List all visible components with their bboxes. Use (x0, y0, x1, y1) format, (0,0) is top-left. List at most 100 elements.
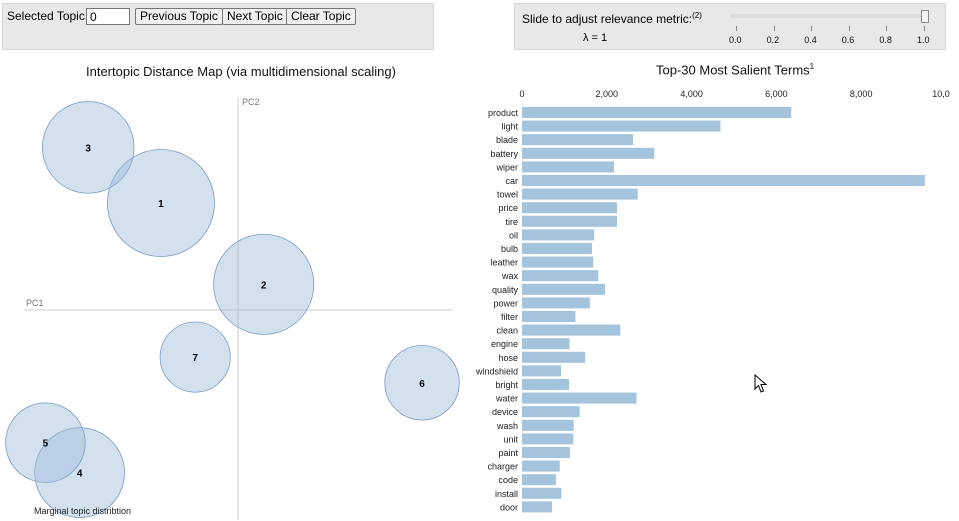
term-bar-code[interactable] (522, 474, 556, 486)
term-label[interactable]: bulb (501, 244, 518, 254)
slider-tick-label: 1.0 (917, 35, 930, 45)
topic-bubble-3[interactable] (42, 101, 135, 194)
term-bar-blade[interactable] (522, 134, 634, 146)
term-label[interactable]: battery (490, 149, 518, 159)
term-label[interactable]: quality (492, 285, 519, 295)
topic-control-panel: Selected Topic: Previous Topic Next Topi… (2, 3, 434, 50)
term-bar-car[interactable] (522, 175, 925, 186)
slider-tick-label: 0.6 (841, 35, 855, 45)
term-label[interactable]: code (498, 475, 518, 485)
x-tick-label: 4,000 (680, 89, 703, 99)
term-label[interactable]: bright (495, 380, 518, 390)
salient-terms-chart: 0 2,000 4,000 6,000 8,000 10,000 product light… (475, 89, 950, 513)
term-label[interactable]: tire (505, 217, 518, 227)
term-label[interactable]: leather (490, 258, 518, 268)
salient-terms-title: Top-30 Most Salient Terms1 (656, 62, 815, 78)
term-label[interactable]: charger (487, 462, 518, 472)
topic-bubble-2[interactable] (213, 233, 315, 335)
slider-tick-mark (886, 26, 888, 31)
topic-bubble-1[interactable] (107, 149, 215, 257)
term-bar-tire[interactable] (522, 215, 617, 227)
term-label[interactable]: light (501, 122, 518, 132)
clear-topic-button[interactable]: Clear Topic (286, 8, 356, 25)
term-label[interactable]: engine (491, 339, 518, 349)
term-bar-paint[interactable] (522, 447, 570, 458)
term-label[interactable]: filter (501, 312, 518, 322)
intertopic-distance-map: PC2 PC1 1 2 3 4 5 6 7 Marginal topic distribti… (5, 97, 460, 520)
term-bar-towel[interactable] (522, 188, 638, 200)
topic-bubble-5[interactable] (5, 402, 86, 483)
pc2-label: PC2 (242, 97, 260, 107)
term-bar-price[interactable] (522, 202, 617, 214)
term-bar-leather[interactable] (522, 256, 594, 268)
topic-bubble-label: 1 (158, 199, 164, 210)
term-label[interactable]: price (498, 203, 518, 213)
term-label[interactable]: oil (509, 230, 518, 240)
term-label[interactable]: towel (497, 190, 518, 200)
term-label[interactable]: device (492, 407, 518, 417)
term-bar-windshield[interactable] (522, 365, 562, 377)
term-label[interactable]: paint (498, 448, 518, 458)
term-bar-oil[interactable] (522, 229, 595, 241)
term-bar-wiper[interactable] (522, 161, 615, 173)
slider-tick-mark (773, 26, 775, 31)
term-label[interactable]: power (493, 298, 518, 308)
x-tick-label: 10,000 (932, 89, 950, 99)
slider-tick-mark (736, 26, 737, 31)
term-bar-device[interactable] (522, 406, 580, 418)
slider-tick-label: 0.8 (879, 35, 892, 45)
term-label[interactable]: car (505, 176, 518, 186)
term-bar-unit[interactable] (522, 433, 574, 445)
x-tick-label: 0 (519, 89, 524, 99)
relevance-slider-panel: Slide to adjust relevance metric:(2) λ =… (514, 3, 946, 50)
slider-tick-mark (924, 26, 925, 31)
x-tick-label: 2,000 (596, 89, 619, 99)
term-label[interactable]: clean (496, 326, 518, 336)
term-bar-filter[interactable] (522, 311, 576, 322)
term-bar-clean[interactable] (522, 324, 621, 336)
next-topic-button[interactable]: Next Topic (222, 8, 288, 25)
term-bar-engine[interactable] (522, 338, 570, 350)
topic-bubble-label: 7 (192, 353, 198, 364)
slider-tick-label: 0.2 (766, 35, 780, 45)
x-tick-label: 8,000 (850, 89, 873, 99)
term-bar-hose[interactable] (522, 351, 586, 363)
term-label[interactable]: hose (498, 353, 518, 363)
term-label[interactable]: wax (501, 271, 519, 281)
topic-bubble-label: 5 (43, 439, 49, 450)
marginal-caption: Marginal topic distribtion (34, 506, 131, 516)
topic-bubble-4[interactable] (34, 427, 125, 518)
term-bar-install[interactable] (522, 487, 562, 499)
term-bar-bright[interactable] (522, 379, 570, 390)
term-label[interactable]: door (500, 502, 518, 512)
term-bar-water[interactable] (522, 392, 637, 404)
term-bar-wash[interactable] (522, 419, 574, 431)
term-label[interactable]: unit (503, 434, 518, 444)
term-label[interactable]: blade (496, 135, 518, 145)
relevance-slider-track[interactable] (730, 14, 925, 18)
intertopic-map-title: Intertopic Distance Map (via multidimens… (86, 64, 396, 79)
topic-bubble-6[interactable] (384, 345, 460, 421)
term-bar-quality[interactable] (522, 283, 606, 295)
term-bar-charger[interactable] (522, 460, 560, 472)
term-bar-wax[interactable] (522, 270, 599, 282)
term-bar-light[interactable] (522, 120, 721, 132)
term-label[interactable]: product (488, 108, 519, 118)
relevance-label: Slide to adjust relevance metric:(2) (522, 11, 702, 26)
selected-topic-input[interactable] (86, 8, 130, 25)
term-label[interactable]: wiper (495, 162, 518, 172)
term-bar-bulb[interactable] (522, 243, 592, 254)
term-label[interactable]: wash (496, 421, 518, 431)
topic-bubble-label: 2 (261, 280, 267, 291)
topic-bubble-7[interactable] (159, 321, 231, 393)
previous-topic-button[interactable]: Previous Topic (135, 8, 223, 25)
term-label[interactable]: water (495, 394, 518, 404)
topic-bubble-label: 3 (85, 143, 91, 154)
relevance-slider-thumb[interactable] (921, 10, 929, 23)
term-label[interactable]: install (495, 489, 518, 499)
term-bar-product[interactable] (522, 107, 792, 118)
term-bar-power[interactable] (522, 297, 590, 309)
term-label[interactable]: windshield (475, 366, 518, 376)
term-bar-battery[interactable] (522, 147, 655, 159)
term-bar-door[interactable] (522, 501, 553, 513)
